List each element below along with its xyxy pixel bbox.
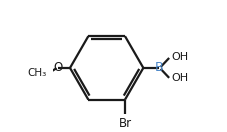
Text: CH₃: CH₃ (27, 68, 46, 78)
Text: B: B (154, 61, 163, 74)
Text: O: O (53, 61, 62, 74)
Text: OH: OH (170, 52, 187, 62)
Text: OH: OH (170, 73, 187, 83)
Text: Br: Br (118, 117, 131, 130)
